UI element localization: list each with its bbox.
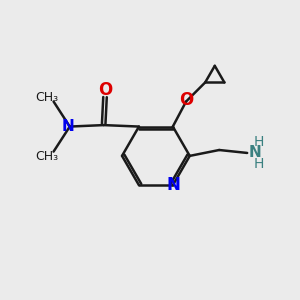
Text: H: H: [253, 157, 263, 171]
Text: O: O: [179, 91, 194, 109]
Text: O: O: [98, 81, 112, 99]
Text: N: N: [62, 119, 75, 134]
Text: CH₃: CH₃: [35, 91, 59, 103]
Text: CH₃: CH₃: [35, 149, 59, 163]
Text: N: N: [249, 146, 261, 160]
Text: H: H: [253, 135, 263, 149]
Text: N: N: [167, 176, 180, 194]
